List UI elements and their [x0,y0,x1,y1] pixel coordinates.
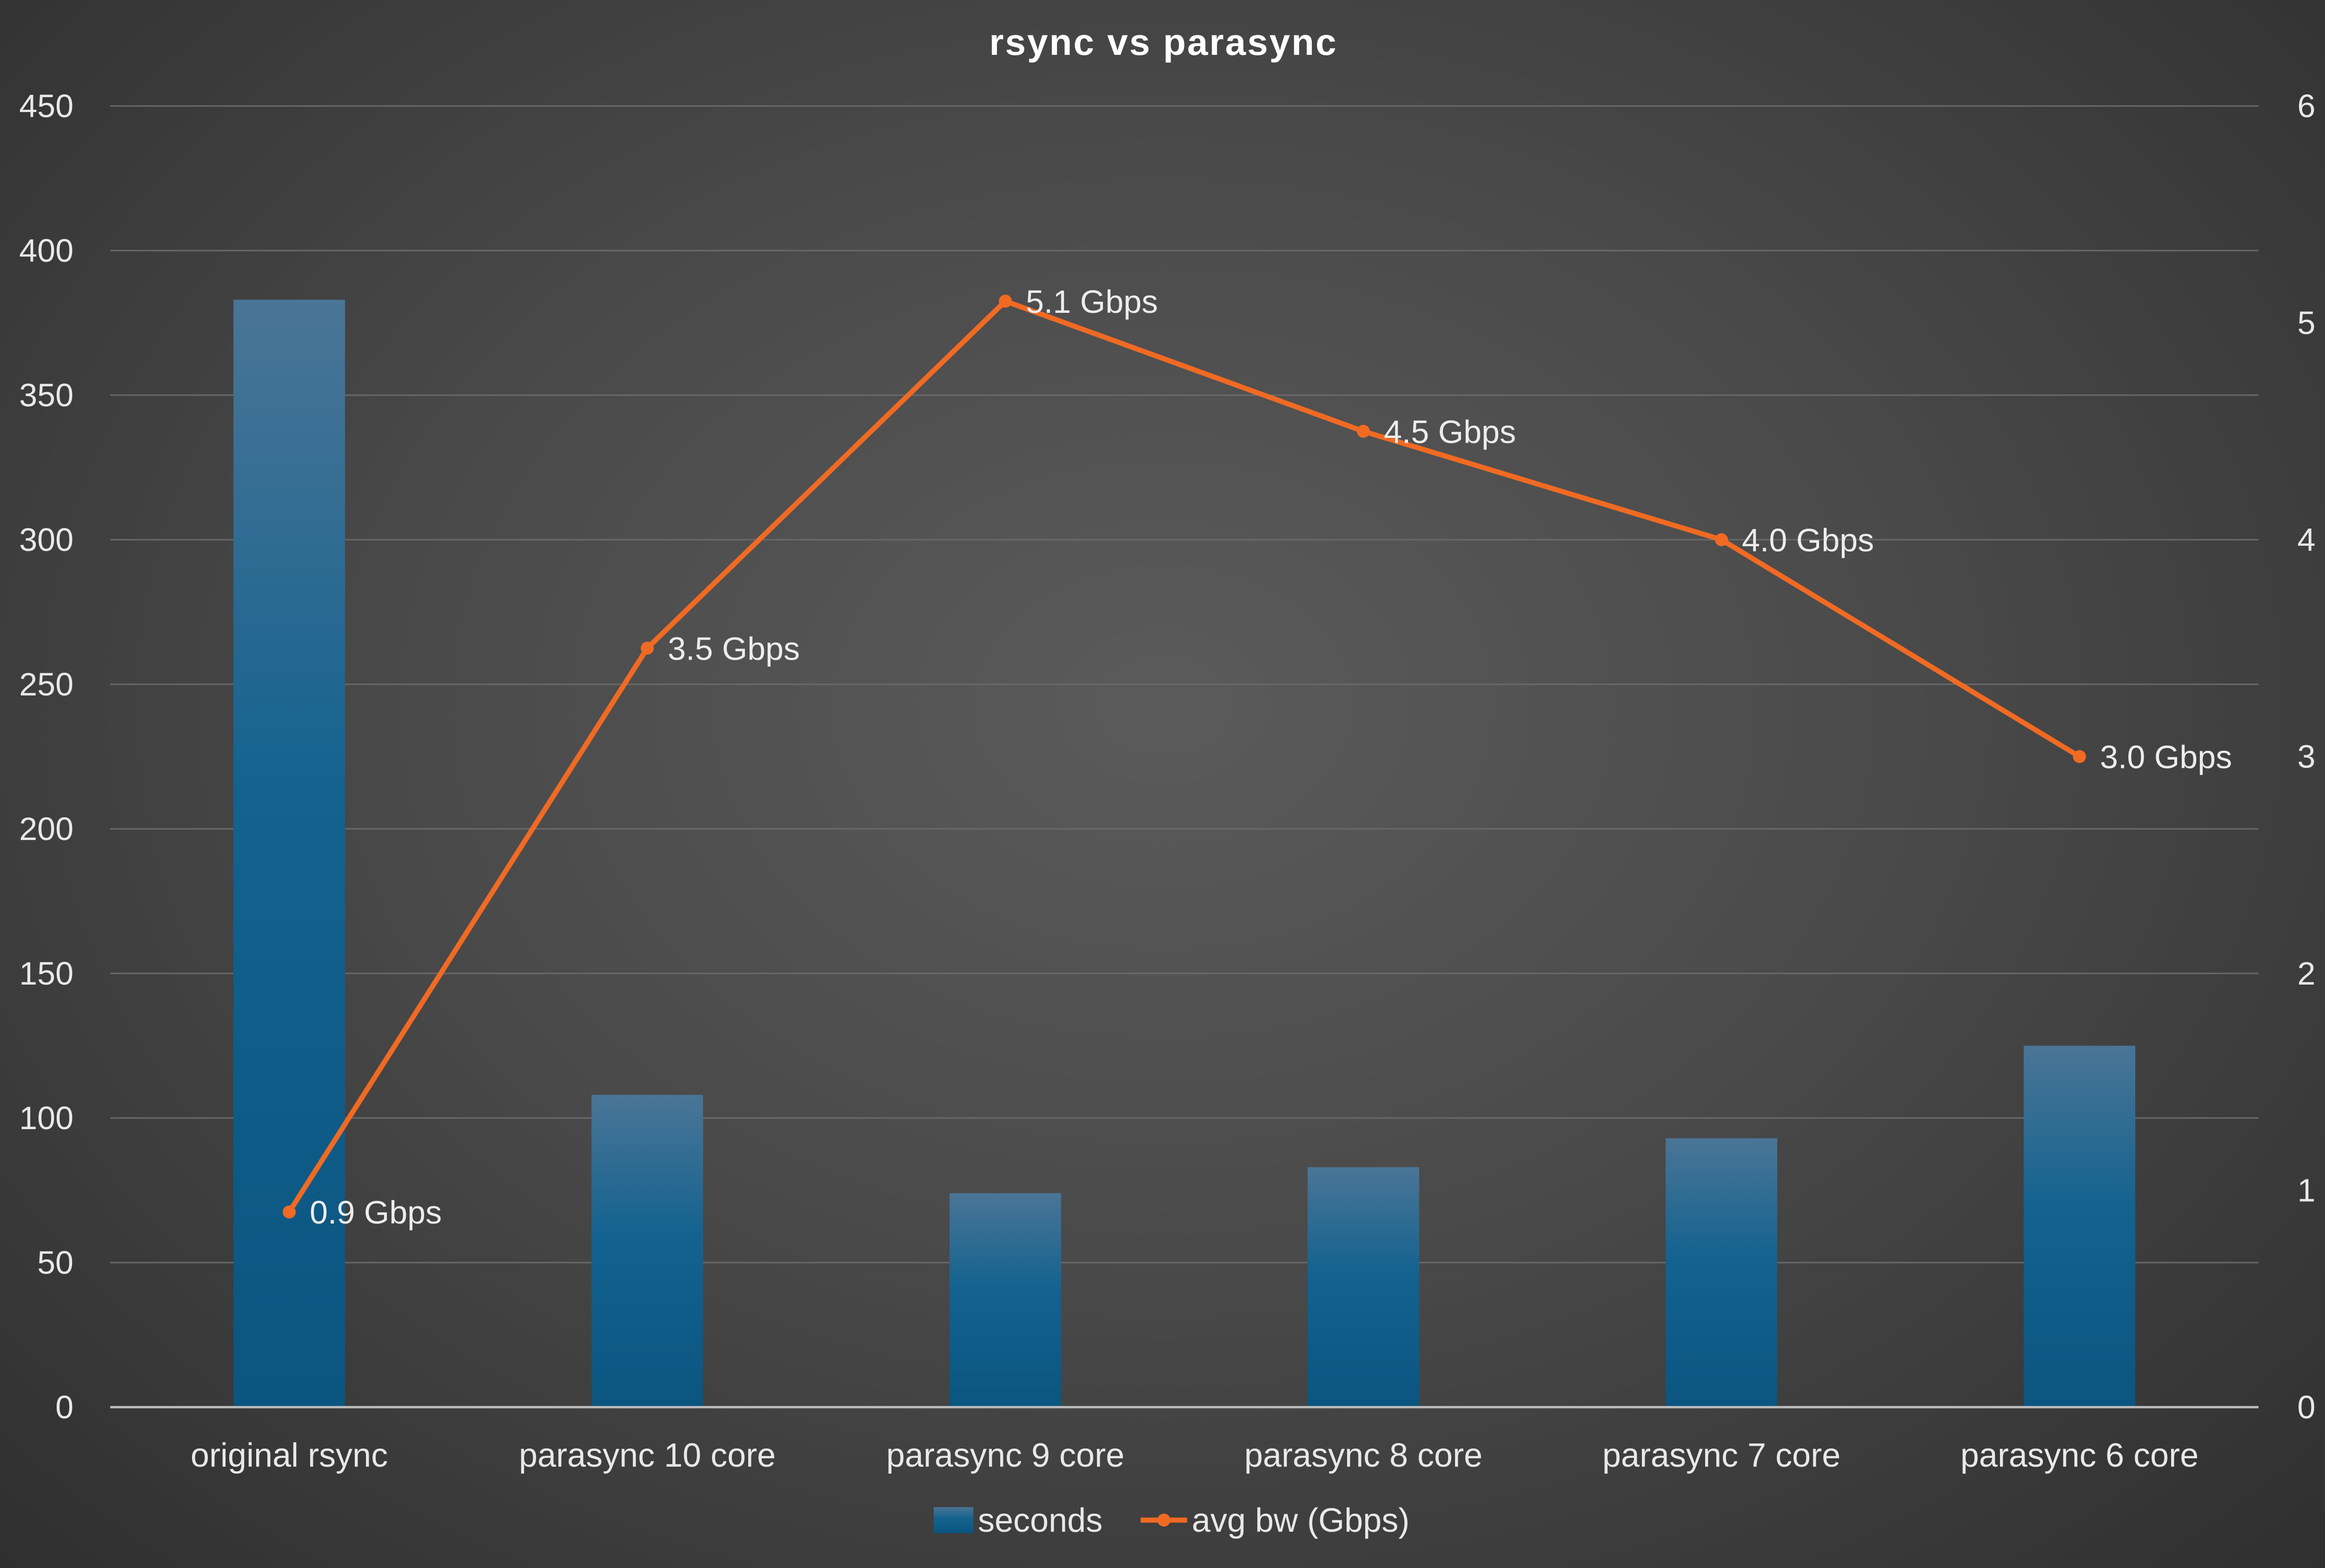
x-tick-label: parasync 7 core [1602,1437,1840,1474]
line-point [283,1205,296,1219]
legend-swatch-bar [934,1507,973,1533]
line-point [2073,750,2086,763]
series-line [287,298,2081,1214]
bar-series [233,299,2135,1407]
y-left-tick-label: 50 [37,1244,73,1281]
y-left-tick-label: 150 [19,955,73,992]
bar [950,1193,1061,1407]
bar [591,1095,703,1407]
line-point [641,642,654,655]
legend: seconds avg bw (Gbps) [934,1502,1409,1539]
chart-title: rsync vs parasync [989,21,1337,63]
bar [1666,1138,1777,1407]
y-left-tick-label: 400 [19,232,73,269]
x-tick-label: parasync 9 core [886,1437,1124,1474]
bar [2024,1045,2135,1407]
y-left-tick-label: 350 [19,377,73,413]
x-tick-label: parasync 10 core [519,1437,776,1474]
x-tick-label: parasync 6 core [1960,1437,2199,1474]
bar [233,299,345,1407]
y-left-tick-label: 250 [19,666,73,702]
y-right-tick-label: 1 [2298,1172,2316,1209]
legend-swatch-point [1157,1514,1170,1527]
data-label: 4.0 Gbps [1742,522,1874,558]
data-label: 3.5 Gbps [668,630,800,667]
axes: 0 50 100 150 200 250 300 350 400 450 0 1 2 3 4 5 6 origin… [19,88,2315,1474]
data-labels: 0.9 Gbps 3.5 Gbps 5.1 Gbps 4.5 Gbps 4.0 Gbps… [310,284,2232,1231]
data-label: 4.5 Gbps [1384,414,1516,450]
y-left-tick-label: 450 [19,88,73,124]
line-point [1715,533,1728,546]
y-right-tick-label: 5 [2298,305,2316,341]
line-point [1357,424,1370,438]
data-label: 3.0 Gbps [2100,739,2232,775]
x-tick-label: original rsync [191,1437,388,1474]
legend-label: avg bw (Gbps) [1192,1502,1409,1539]
line-series [283,294,2086,1219]
y-left-tick-label: 100 [19,1100,73,1136]
y-right-tick-label: 4 [2298,522,2316,558]
y-right-tick-label: 0 [2298,1389,2316,1425]
legend-label: seconds [978,1502,1103,1539]
x-tick-label: parasync 8 core [1244,1437,1482,1474]
y-right-tick-label: 6 [2298,88,2316,124]
line-point [999,294,1012,308]
y-left-tick-label: 200 [19,811,73,847]
y-right-tick-label: 2 [2298,955,2316,992]
y-left-tick-label: 300 [19,522,73,558]
gridlines [110,105,2259,1264]
y-right-tick-label: 3 [2298,739,2316,775]
y-left-tick-label: 0 [55,1389,73,1425]
data-label: 5.1 Gbps [1026,284,1158,320]
bar [1308,1167,1419,1407]
data-label: 0.9 Gbps [310,1194,442,1231]
